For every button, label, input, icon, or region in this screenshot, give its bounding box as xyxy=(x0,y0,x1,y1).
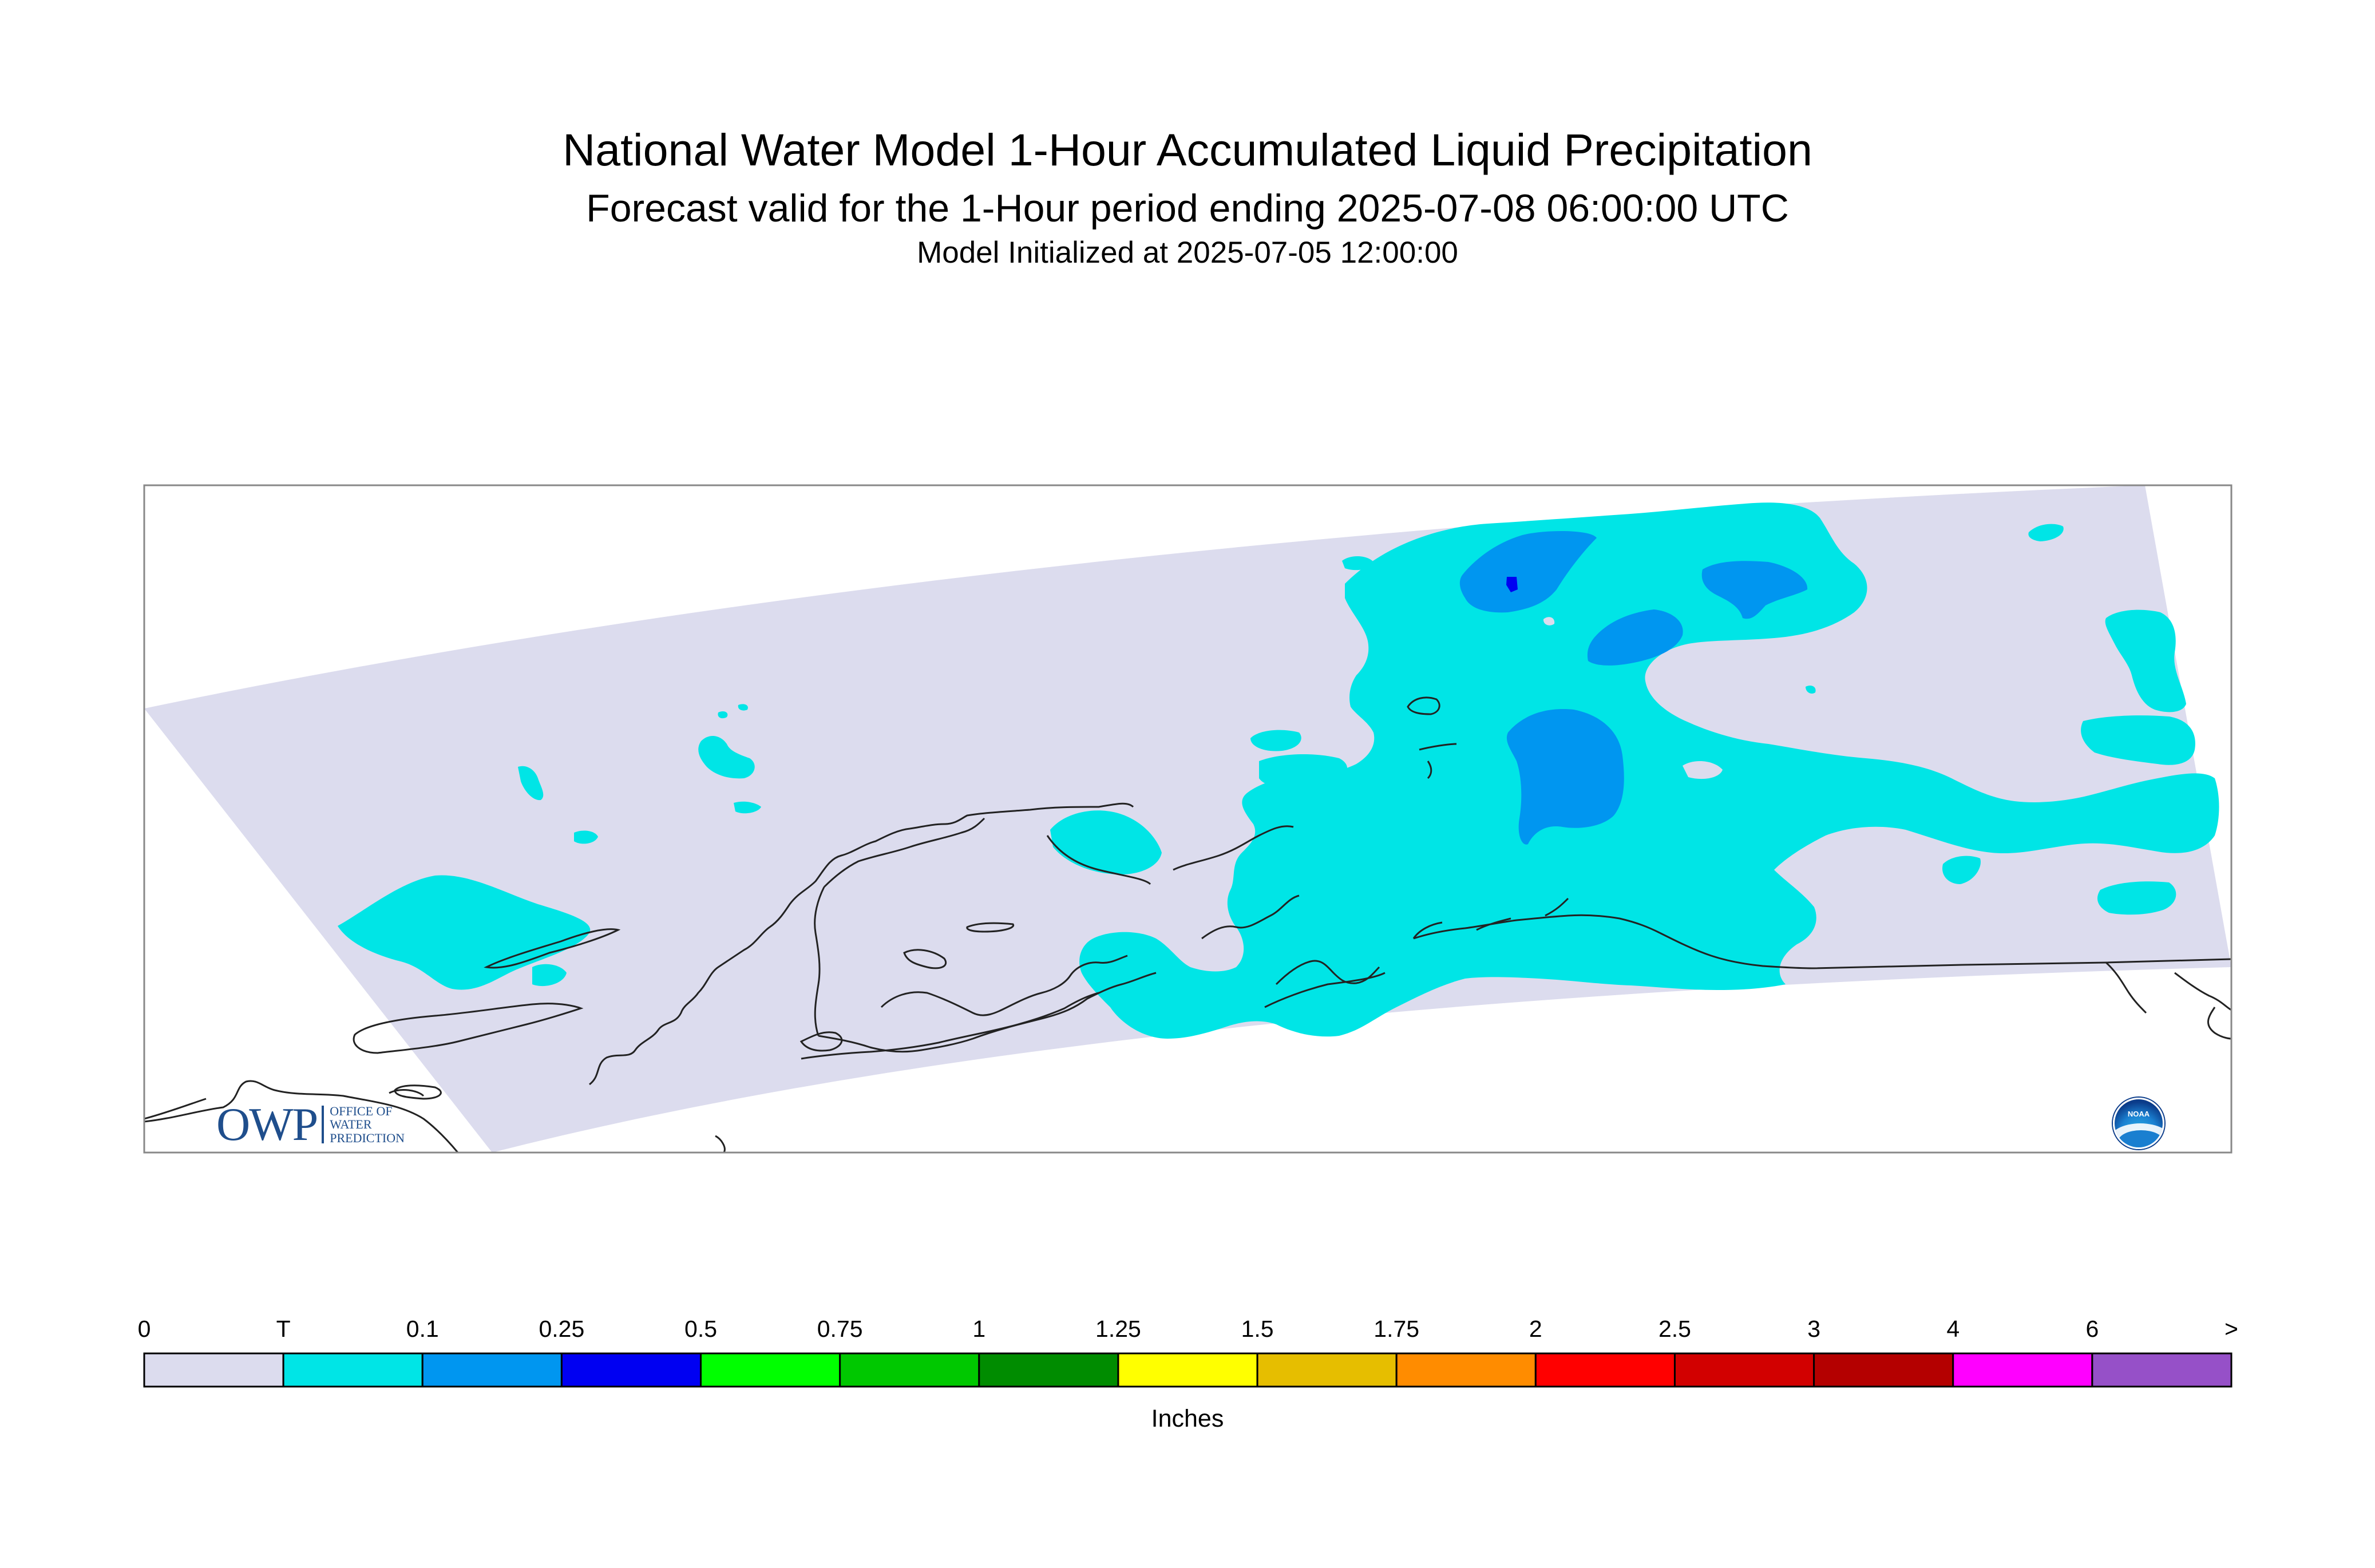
legend-swatch xyxy=(560,1352,702,1388)
moderate-precip-areas xyxy=(1506,577,1518,592)
forecast-validity: Forecast valid for the 1-Hour period end… xyxy=(586,187,1789,230)
noaa-logo: NOAA xyxy=(2113,1098,2164,1149)
legend-tick-label: 0.25 xyxy=(539,1316,585,1342)
main-title: National Water Model 1-Hour Accumulated … xyxy=(563,124,1812,175)
legend-swatch xyxy=(1673,1352,1815,1388)
legend-swatch xyxy=(1534,1352,1676,1388)
legend-tick-label: 1.25 xyxy=(1095,1316,1141,1342)
map-frame-border xyxy=(143,484,2232,1154)
legend-tick-label: 6 xyxy=(2085,1316,2099,1342)
legend-swatch xyxy=(1395,1352,1537,1388)
owp-logo-divider xyxy=(322,1106,324,1143)
owp-logo-subtitle: OFFICE OF WATER PREDICTION xyxy=(330,1104,405,1145)
noaa-logo-text: NOAA xyxy=(2127,1110,2150,1118)
legend-tick-label: T xyxy=(276,1316,291,1342)
legend-swatch xyxy=(421,1352,563,1388)
legend-tick-label: 2.5 xyxy=(1658,1316,1691,1342)
legend-swatch xyxy=(282,1352,423,1388)
legend-tick-label: 1.75 xyxy=(1373,1316,1420,1342)
legend-swatch xyxy=(700,1352,841,1388)
legend-tick-label: 1.5 xyxy=(1241,1316,1274,1342)
legend-tick-label: > xyxy=(2224,1316,2238,1342)
legend-swatch xyxy=(1256,1352,1398,1388)
legend-swatch xyxy=(1952,1352,2093,1388)
legend-tick-label: 0.5 xyxy=(684,1316,718,1342)
legend-tick-label: 0 xyxy=(137,1316,151,1342)
legend-tick-label: 0.75 xyxy=(817,1316,863,1342)
legend-swatch xyxy=(839,1352,980,1388)
legend-tick-label: 4 xyxy=(1946,1316,1960,1342)
legend-tick-label: 1 xyxy=(972,1316,986,1342)
model-initialized: Model Initialized at 2025-07-05 12:00:00 xyxy=(917,236,1458,270)
legend-tick-label: 2 xyxy=(1529,1316,1542,1342)
owp-logo-letters: OWP xyxy=(216,1098,318,1150)
legend-swatch xyxy=(2091,1352,2232,1388)
legend-swatch xyxy=(143,1352,284,1388)
light-precip-areas xyxy=(1459,531,1808,845)
no-precip-holes xyxy=(1543,617,1723,779)
legend-colorbar xyxy=(143,1352,2232,1388)
legend-swatch xyxy=(1117,1352,1258,1388)
legend-unit-label: Inches xyxy=(1151,1405,1224,1432)
legend-swatch xyxy=(978,1352,1119,1388)
legend-swatch xyxy=(1813,1352,1954,1388)
legend-tick-label: 3 xyxy=(1807,1316,1820,1342)
noaa-logo-wave-inner xyxy=(2118,1130,2163,1147)
coastlines xyxy=(144,696,2231,1153)
owp-logo: OWP OFFICE OF WATER PREDICTION xyxy=(216,1099,405,1150)
legend-tick-label: 0.1 xyxy=(406,1316,439,1342)
